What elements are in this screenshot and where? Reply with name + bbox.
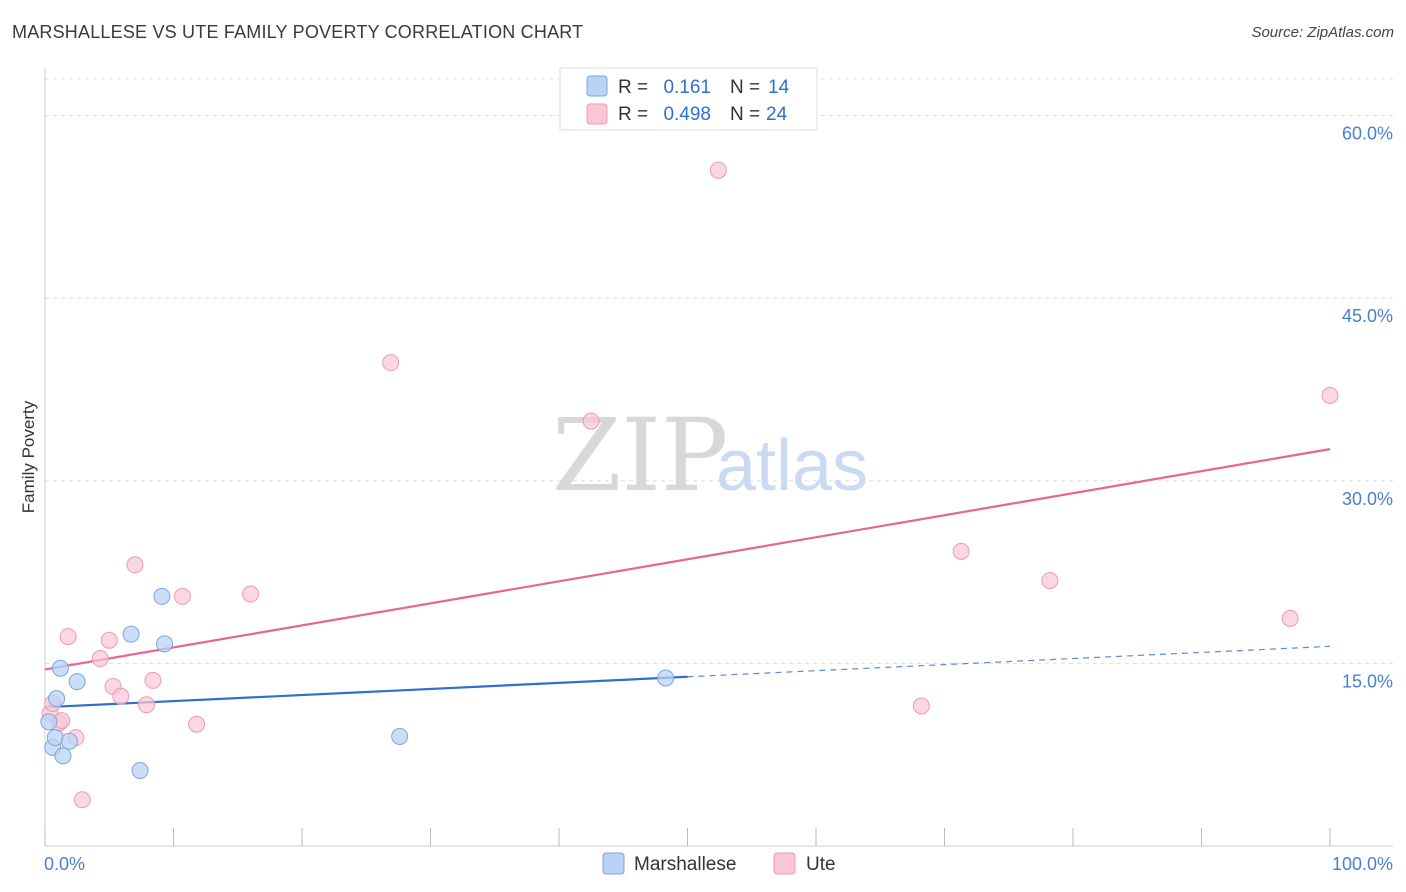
ute-point <box>138 696 156 714</box>
marshallese-point <box>131 762 149 780</box>
y-tick-label: 15.0% <box>1342 671 1393 691</box>
marshallese-point <box>153 587 171 605</box>
y-tick-label: 60.0% <box>1342 124 1393 144</box>
legend-n-value-marshallese: 14 <box>768 77 790 98</box>
ute-point <box>242 585 260 603</box>
marshallese-points <box>40 587 675 780</box>
legend-r-value-ute: 0.498 <box>663 104 711 125</box>
ute-point <box>382 354 400 372</box>
marshallese-point <box>657 669 675 687</box>
marshallese-point <box>46 729 64 747</box>
y-tick-label: 30.0% <box>1342 489 1393 509</box>
ute-point <box>1041 572 1059 590</box>
ute-point <box>709 161 727 179</box>
y-tick-labels: 15.0% 30.0% 45.0% 60.0% <box>1342 124 1393 692</box>
ute-point <box>73 791 91 809</box>
marshallese-point <box>68 673 86 691</box>
ute-point <box>173 587 191 605</box>
y-tick-label: 45.0% <box>1342 306 1393 326</box>
marshallese-point <box>54 747 72 765</box>
watermark: ZIP atlas <box>552 397 868 514</box>
ute-trend-line <box>44 448 1331 671</box>
x-tick-marks <box>44 828 1331 846</box>
x-tick-labels: 0.0% 100.0% <box>44 854 1393 874</box>
ute-point <box>1321 387 1339 405</box>
marshallese-point <box>51 659 69 677</box>
top-legend: R = 0.161 N = 14 R = 0.498 N = 24 <box>559 67 818 131</box>
marshallese-point <box>391 727 409 745</box>
ute-point <box>582 412 600 430</box>
x-tick-label-max: 100.0% <box>1332 854 1393 874</box>
bottom-legend-swatch-ute <box>773 852 796 875</box>
bottom-legend-swatch-marshallese <box>602 852 625 875</box>
source-credit: Source: ZipAtlas.com <box>1251 24 1394 41</box>
ute-point <box>1281 609 1299 627</box>
ute-point <box>144 671 162 689</box>
marshallese-point <box>60 732 78 750</box>
legend-n-value-ute: 24 <box>766 104 788 125</box>
legend-r-label-marshallese: R = <box>618 77 648 98</box>
legend-swatch-marshallese <box>586 75 608 97</box>
legend-n-label-marshallese: N = <box>730 77 760 98</box>
chart-title: MARSHALLESE VS UTE FAMILY POVERTY CORREL… <box>12 22 584 42</box>
ute-point <box>126 556 144 574</box>
marshallese-trend-extension <box>687 645 1331 678</box>
ute-point <box>912 697 930 715</box>
marshallese-point <box>40 713 58 731</box>
marshallese-point <box>156 635 174 653</box>
marshallese-point <box>48 690 66 708</box>
watermark-atlas: atlas <box>716 426 868 506</box>
ute-point <box>59 628 77 646</box>
legend-r-value-marshallese: 0.161 <box>663 77 711 98</box>
ute-point <box>100 631 118 649</box>
ute-point <box>112 687 130 705</box>
watermark-zip: ZIP <box>552 397 728 514</box>
legend-swatch-ute <box>586 103 608 125</box>
bottom-legend: Marshallese Ute <box>602 852 836 875</box>
legend-n-label-ute: N = <box>730 104 760 125</box>
ute-point <box>91 650 109 668</box>
x-tick-label-min: 0.0% <box>44 854 85 874</box>
y-axis-title: Family Poverty <box>19 400 38 513</box>
legend-r-label-ute: R = <box>618 104 648 125</box>
bottom-legend-label-marshallese: Marshallese <box>634 854 736 875</box>
ute-point <box>188 715 206 733</box>
bottom-legend-label-ute: Ute <box>806 854 836 875</box>
marshallese-point <box>122 625 140 643</box>
ute-point <box>952 542 970 560</box>
